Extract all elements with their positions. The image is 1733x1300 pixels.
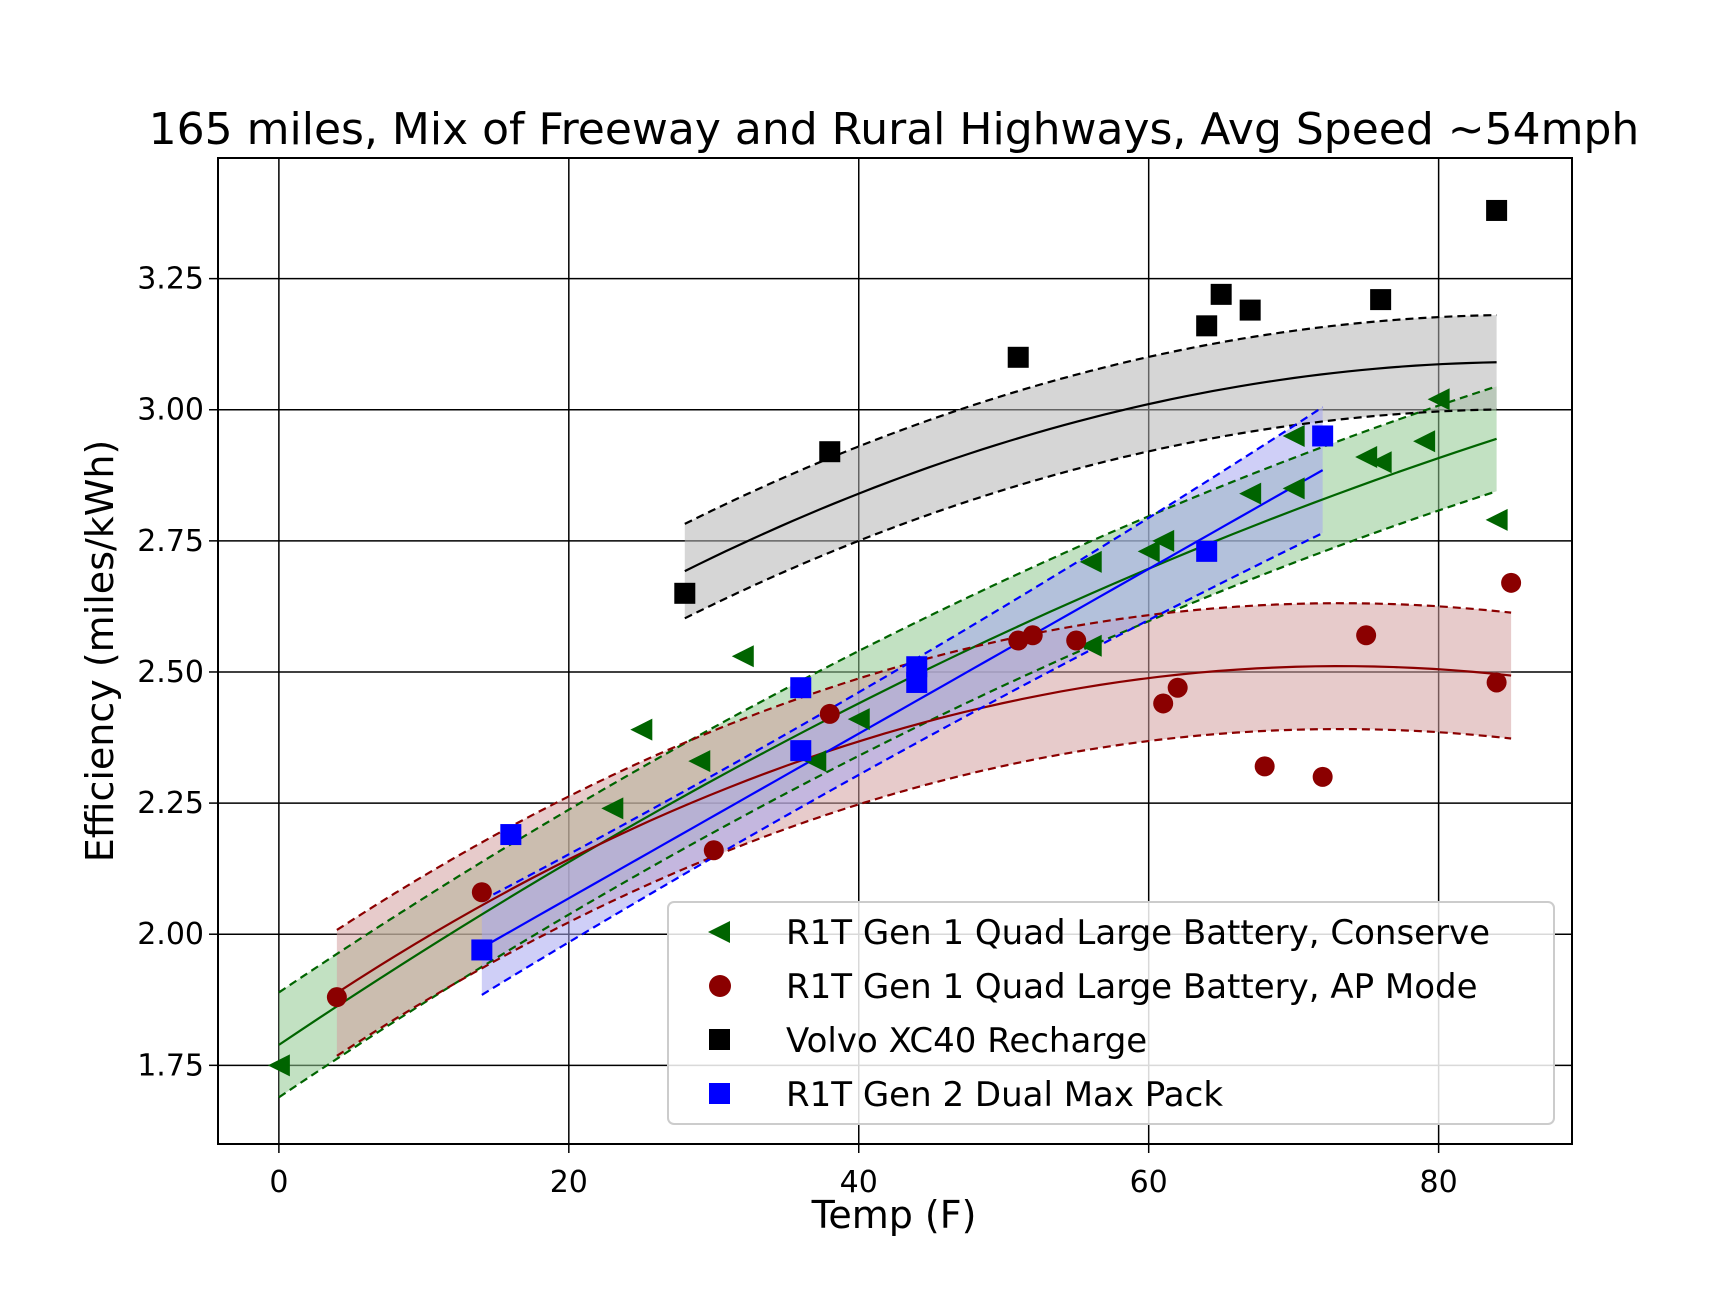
data-point bbox=[688, 750, 711, 773]
x-tick-label: 40 bbox=[840, 1165, 878, 1200]
data-point bbox=[601, 797, 624, 820]
data-point bbox=[906, 671, 928, 693]
x-tick-label: 80 bbox=[1420, 1165, 1458, 1200]
y-axis-ticks: 1.75 2.00 2.25 2.50 2.75 3.00 3.25 bbox=[137, 262, 218, 1083]
data-point bbox=[471, 882, 492, 903]
data-point bbox=[1079, 634, 1102, 657]
legend-marker-gen2 bbox=[709, 1083, 730, 1104]
data-point bbox=[1167, 677, 1188, 698]
data-point bbox=[1369, 451, 1392, 474]
y-axis-label: Efficiency (miles/kWh) bbox=[78, 440, 122, 863]
confidence-bands bbox=[278, 315, 1512, 1098]
legend-label-ap-mode: R1T Gen 1 Quad Large Battery, AP Mode bbox=[786, 967, 1478, 1007]
fit-line-3 bbox=[481, 469, 1324, 949]
confidence-band-1 bbox=[336, 603, 1512, 1056]
y-tick-label: 3.00 bbox=[137, 393, 204, 428]
data-point bbox=[819, 703, 840, 724]
data-point bbox=[804, 750, 827, 773]
lower-bound-line-2 bbox=[684, 408, 1497, 620]
data-point bbox=[1254, 756, 1275, 777]
data-point bbox=[1079, 550, 1102, 573]
data-point bbox=[731, 645, 754, 668]
y-tick-label: 2.50 bbox=[137, 655, 204, 690]
data-point bbox=[1066, 630, 1087, 651]
data-point bbox=[326, 987, 347, 1008]
x-axis-ticks: 0 20 40 60 80 bbox=[269, 1144, 1458, 1200]
confidence-band-2 bbox=[684, 315, 1497, 619]
data-point bbox=[1312, 425, 1334, 447]
data-point bbox=[1486, 672, 1507, 693]
data-point bbox=[1196, 315, 1218, 337]
legend-marker-ap-mode bbox=[709, 975, 731, 997]
data-point bbox=[1022, 625, 1043, 646]
fit-line-2 bbox=[684, 361, 1497, 573]
legend: R1T Gen 1 Quad Large Battery, Conserve R… bbox=[667, 901, 1555, 1125]
data-point bbox=[630, 718, 653, 741]
fit-lines bbox=[278, 313, 1512, 1099]
data-point bbox=[1210, 283, 1232, 305]
data-point bbox=[790, 740, 812, 762]
chart-title: 165 miles, Mix of Freeway and Rural High… bbox=[149, 104, 1640, 155]
data-point bbox=[1239, 482, 1262, 505]
x-tick-label: 60 bbox=[1130, 1165, 1168, 1200]
legend-box bbox=[667, 901, 1555, 1125]
upper-bound-line-3 bbox=[481, 406, 1324, 902]
y-tick-label: 2.25 bbox=[137, 786, 204, 821]
x-tick-label: 20 bbox=[550, 1165, 588, 1200]
data-point bbox=[1312, 766, 1333, 787]
legend-label-conserve: R1T Gen 1 Quad Large Battery, Conserve bbox=[786, 913, 1490, 953]
legend-label-volvo: Volvo XC40 Recharge bbox=[786, 1021, 1147, 1061]
data-point bbox=[471, 939, 493, 961]
data-point bbox=[1282, 424, 1305, 447]
data-point bbox=[1007, 346, 1029, 368]
data-point bbox=[1413, 430, 1436, 453]
data-point bbox=[500, 824, 522, 846]
lower-bound-line-1 bbox=[336, 727, 1512, 1057]
data-point bbox=[267, 1054, 290, 1077]
legend-label-gen2: R1T Gen 2 Dual Max Pack bbox=[786, 1075, 1223, 1115]
data-point bbox=[1485, 508, 1508, 531]
data-point bbox=[1153, 693, 1174, 714]
legend-marker-conserve bbox=[708, 921, 730, 943]
y-tick-label: 3.25 bbox=[137, 262, 204, 297]
data-point bbox=[1196, 540, 1218, 562]
plot-frame bbox=[217, 157, 1573, 1145]
data-points bbox=[267, 199, 1522, 1077]
data-point bbox=[1239, 299, 1261, 321]
y-tick-label: 2.00 bbox=[137, 917, 204, 952]
data-point bbox=[1282, 477, 1305, 500]
data-point bbox=[1356, 625, 1377, 646]
data-point bbox=[1427, 388, 1450, 411]
data-point bbox=[819, 441, 841, 463]
fit-line-1 bbox=[336, 665, 1512, 994]
upper-bound-line-0 bbox=[278, 385, 1497, 994]
data-point bbox=[1486, 199, 1508, 221]
confidence-band-3 bbox=[481, 407, 1323, 995]
data-point bbox=[847, 708, 870, 731]
data-point bbox=[674, 582, 696, 604]
data-point bbox=[1370, 289, 1392, 311]
lower-bound-line-3 bbox=[481, 532, 1324, 996]
data-point bbox=[1152, 529, 1175, 552]
data-point bbox=[1501, 572, 1522, 593]
data-point bbox=[1137, 540, 1160, 563]
fit-line-0 bbox=[278, 437, 1497, 1046]
legend-marker-volvo bbox=[709, 1029, 730, 1050]
upper-bound-line-1 bbox=[336, 602, 1512, 931]
lower-bound-line-0 bbox=[278, 490, 1497, 1099]
x-tick-label: 0 bbox=[269, 1165, 288, 1200]
data-point bbox=[790, 677, 812, 699]
x-axis-label: Temp (F) bbox=[811, 1193, 977, 1237]
y-tick-label: 2.75 bbox=[137, 524, 204, 559]
y-tick-label: 1.75 bbox=[137, 1048, 204, 1083]
data-point bbox=[703, 840, 724, 861]
